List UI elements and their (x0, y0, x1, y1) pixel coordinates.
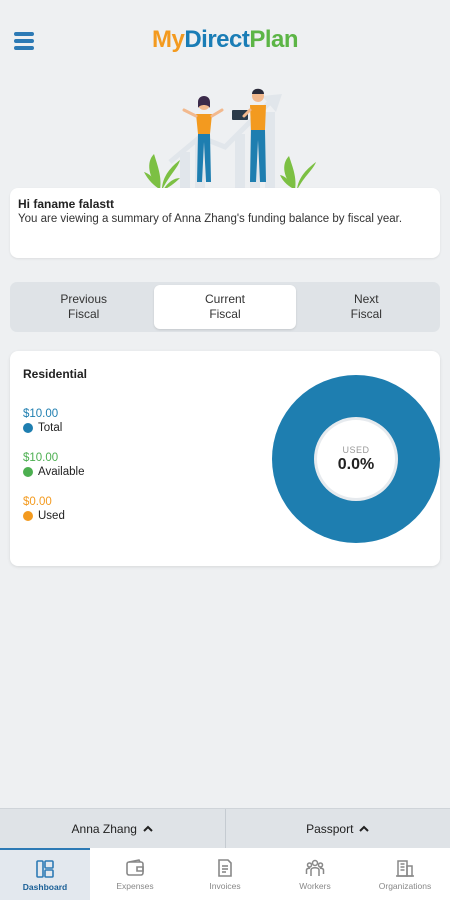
passport-selector-label: Passport (306, 821, 354, 836)
context-selector-bar: Anna Zhang Passport (0, 808, 450, 848)
nav-dashboard[interactable]: Dashboard (0, 848, 90, 900)
funding-category-title: Residential (23, 367, 88, 381)
available-legend-dot (23, 467, 33, 477)
app-header: MyDirectPlan (0, 0, 450, 82)
people-illustration (144, 88, 316, 192)
greeting-title: Hi faname falastt (18, 197, 115, 211)
used-legend-dot (23, 511, 33, 521)
nav-expenses[interactable]: Expenses (90, 848, 180, 900)
usage-donut-chart: USED 0.0% (272, 375, 440, 543)
total-stat: $10.00 Total (23, 408, 62, 434)
used-label: Used (38, 510, 65, 522)
nav-workers[interactable]: Workers (270, 848, 360, 900)
used-stat: $0.00 Used (23, 496, 65, 522)
total-legend-dot (23, 423, 33, 433)
wallet-icon (126, 858, 144, 876)
available-stat: $10.00 Available (23, 452, 84, 478)
nav-dashboard-label: Dashboard (22, 881, 68, 892)
person-selector[interactable]: Anna Zhang (0, 809, 225, 848)
greeting-text: You are viewing a summary of Anna Zhang'… (18, 213, 403, 225)
chevron-up-icon (143, 825, 153, 832)
donut-center: USED 0.0% (317, 420, 395, 498)
dashboard-icon (36, 859, 54, 878)
fiscal-year-tabs: Previous Fiscal Current Fiscal Next Fisc… (10, 282, 440, 332)
chevron-up-icon (359, 825, 370, 832)
used-amount: $0.00 (23, 496, 52, 508)
hamburger-menu-icon[interactable] (14, 32, 36, 52)
nav-organizations-label: Organizations (378, 880, 432, 891)
app-logo: MyDirectPlan (151, 26, 299, 53)
tab-current-fiscal[interactable]: Current Fiscal (154, 285, 296, 329)
available-amount: $10.00 (23, 452, 59, 464)
tab-previous-fiscal[interactable]: Previous Fiscal (60, 292, 107, 321)
available-label: Available (38, 466, 85, 478)
donut-used-label: USED (342, 444, 370, 455)
passport-selector[interactable]: Passport (224, 809, 450, 848)
donut-used-value: 0.0% (337, 455, 375, 473)
nav-organizations[interactable]: Organizations (360, 848, 450, 900)
total-amount: $10.00 (23, 408, 59, 420)
person-selector-label: Anna Zhang (71, 821, 137, 836)
tab-next-fiscal[interactable]: Next Fiscal (350, 292, 382, 321)
greeting-card: Hi faname falastt You are viewing a summ… (10, 188, 440, 258)
total-label: Total (38, 422, 63, 434)
funding-balance-card: Residential $10.00 Total $10.00 Availabl… (10, 351, 440, 566)
organizations-icon (396, 859, 414, 877)
invoice-icon (218, 858, 232, 877)
workers-icon (305, 859, 325, 876)
nav-expenses-label: Expenses (116, 880, 154, 891)
nav-invoices-label: Invoices (209, 880, 241, 891)
bottom-navigation: Dashboard Expenses Invoices Workers (0, 848, 450, 900)
nav-invoices[interactable]: Invoices (180, 848, 270, 900)
nav-workers-label: Workers (299, 880, 331, 891)
